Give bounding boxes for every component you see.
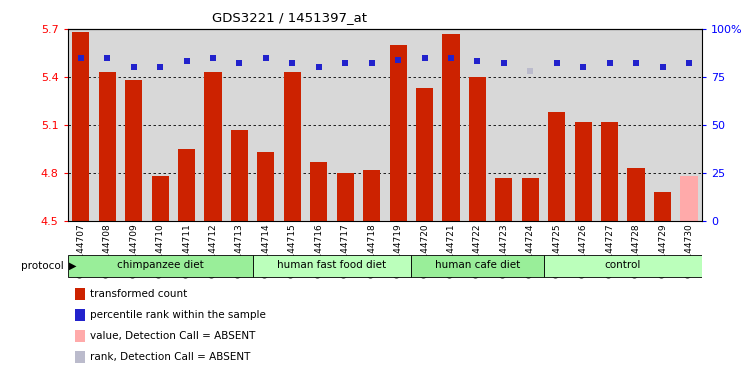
Text: human cafe diet: human cafe diet — [435, 260, 520, 270]
Bar — [72, 32, 89, 221]
Bar — [178, 149, 195, 221]
Bar — [68, 255, 252, 277]
Bar — [252, 255, 412, 277]
Bar — [412, 255, 544, 277]
Text: control: control — [605, 260, 641, 270]
Bar — [680, 176, 698, 221]
Text: rank, Detection Call = ABSENT: rank, Detection Call = ABSENT — [90, 352, 251, 362]
Bar — [416, 88, 433, 221]
Bar — [469, 77, 486, 221]
Bar — [495, 178, 512, 221]
Bar — [442, 34, 460, 221]
Bar — [544, 255, 702, 277]
Bar — [125, 80, 142, 221]
Text: protocol: protocol — [21, 261, 64, 271]
Bar — [258, 152, 275, 221]
Text: human fast food diet: human fast food diet — [277, 260, 387, 270]
Bar — [548, 112, 566, 221]
Bar — [575, 122, 592, 221]
Bar — [654, 192, 671, 221]
Bar — [231, 130, 248, 221]
Bar — [204, 72, 222, 221]
Bar — [390, 45, 407, 221]
Bar — [284, 72, 301, 221]
Bar — [310, 162, 327, 221]
Bar — [363, 170, 380, 221]
Text: chimpanzee diet: chimpanzee diet — [116, 260, 204, 270]
Bar — [601, 122, 618, 221]
Bar — [98, 72, 116, 221]
Text: transformed count: transformed count — [90, 289, 187, 299]
Text: GDS3221 / 1451397_at: GDS3221 / 1451397_at — [213, 12, 367, 25]
Text: percentile rank within the sample: percentile rank within the sample — [90, 310, 266, 320]
Bar — [522, 178, 539, 221]
Text: value, Detection Call = ABSENT: value, Detection Call = ABSENT — [90, 331, 255, 341]
Bar — [628, 168, 644, 221]
Bar — [152, 176, 169, 221]
Text: ▶: ▶ — [69, 261, 77, 271]
Bar — [336, 173, 354, 221]
